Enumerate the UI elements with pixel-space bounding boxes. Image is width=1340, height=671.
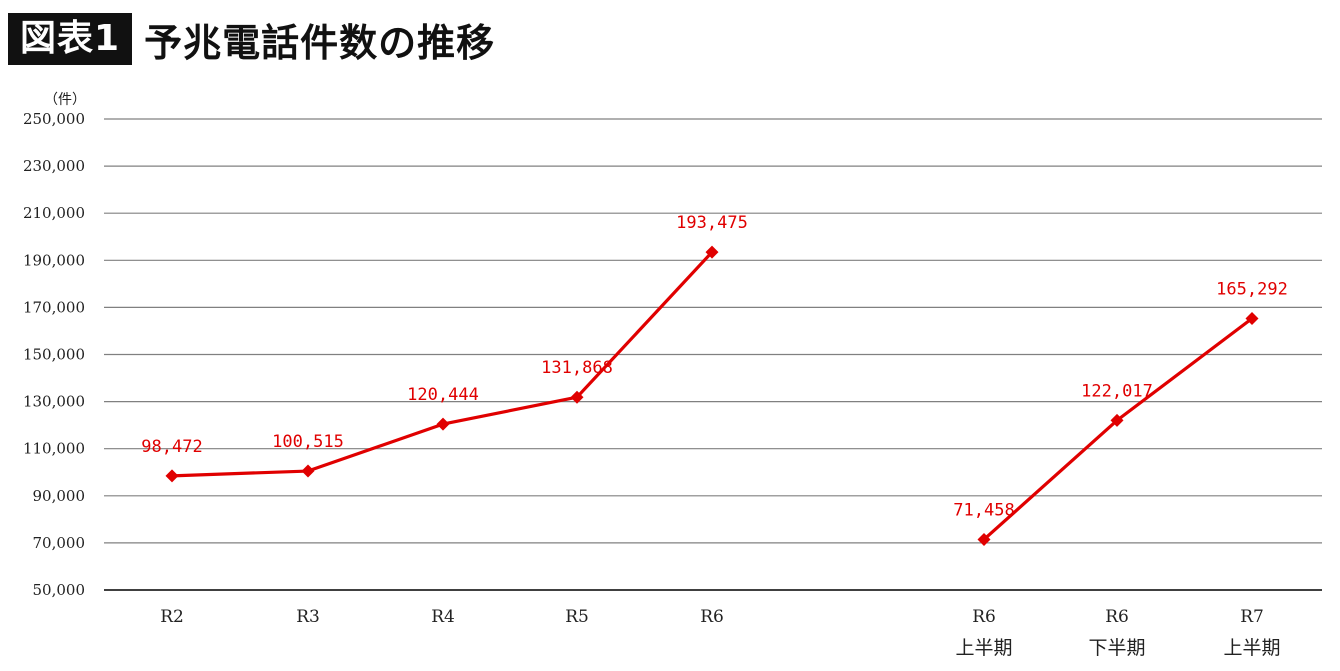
- data-point: [1245, 311, 1259, 325]
- y-tick-label: 230,000: [23, 157, 85, 175]
- x-tick-label: R7 上半期: [1223, 607, 1280, 659]
- data-point: [301, 464, 315, 478]
- series-line: [982, 317, 1253, 541]
- x-axis-ticks: R2 R3 R4 R5 R6 R6 上半期 R6 下半期 R7 上半期: [160, 607, 1280, 659]
- data-label: 98,472: [141, 437, 202, 457]
- data-label: 131,868: [541, 358, 613, 378]
- data-point: [977, 532, 991, 546]
- chart-header: 図表1 予兆電話件数の推移: [8, 12, 495, 66]
- y-unit-label: （件）: [44, 92, 86, 108]
- gridlines: [104, 118, 1322, 591]
- data-point: [1110, 413, 1124, 427]
- series-line: [171, 251, 714, 478]
- data-label: 100,515: [272, 432, 344, 452]
- y-tick-label: 110,000: [23, 440, 85, 458]
- data-label: 193,475: [676, 213, 748, 233]
- x-tick-label: R3: [296, 607, 320, 627]
- chart-title: 予兆電話件数の推移: [144, 20, 496, 65]
- data-point: [436, 417, 450, 431]
- y-tick-label: 250,000: [23, 110, 85, 128]
- data-point: [705, 245, 719, 259]
- data-label: 71,458: [953, 500, 1014, 520]
- x-tick-label: R2: [160, 607, 184, 627]
- y-tick-label: 150,000: [23, 346, 85, 364]
- y-tick-label: 190,000: [23, 251, 85, 269]
- figure-badge: 図表1: [8, 13, 133, 65]
- y-tick-label: 70,000: [33, 534, 86, 552]
- data-label: 120,444: [407, 385, 479, 405]
- data-point: [570, 390, 584, 404]
- x-tick-label: R5: [565, 607, 589, 627]
- x-tick-label: R6: [700, 607, 724, 627]
- y-tick-label: 170,000: [23, 298, 85, 316]
- y-tick-label: 130,000: [23, 393, 85, 411]
- x-tick-label: R6 上半期: [955, 607, 1012, 659]
- x-tick-label: R6 下半期: [1088, 607, 1145, 659]
- data-label: 122,017: [1081, 381, 1153, 401]
- data-label: 165,292: [1216, 279, 1288, 299]
- series-points: [165, 245, 1259, 546]
- data-labels: 98,472 100,515 120,444 131,868 193,475 71,458…: [141, 213, 1288, 520]
- x-tick-label: R4: [431, 607, 455, 627]
- y-tick-label: 90,000: [33, 487, 86, 505]
- y-axis-ticks: 250,000 230,000 210,000 190,000 170,000 150,0…: [23, 110, 85, 599]
- y-tick-label: 210,000: [23, 204, 85, 222]
- y-tick-label: 50,000: [33, 581, 86, 599]
- data-point: [165, 469, 179, 483]
